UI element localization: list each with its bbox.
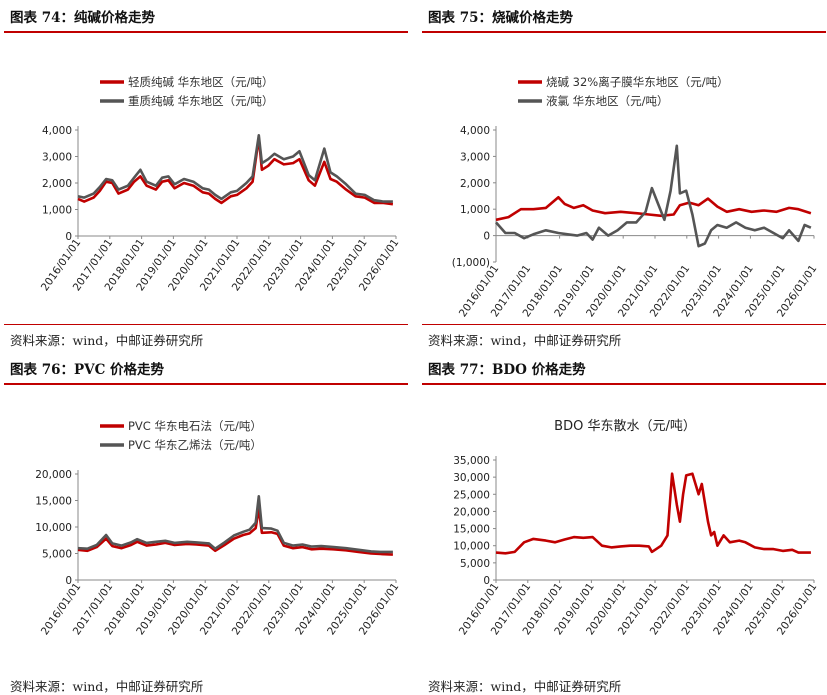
pvc-price-chart: 05,00010,00015,00020,0002016/01/012017/0… <box>35 419 401 637</box>
legend-label: 重质纯碱 华东地区（元/吨） <box>128 94 274 108</box>
y-tick-label: 4,000 <box>460 125 490 137</box>
caustic-soda-price-chart: (1,000)01,0002,0003,0004,0002016/01/0120… <box>452 75 820 319</box>
y-tick-label: 20,000 <box>35 469 72 481</box>
source-divider <box>4 324 408 325</box>
y-tick-label: 35,000 <box>453 455 490 467</box>
y-tick-label: 10,000 <box>453 541 490 553</box>
legend-label: PVC 华东电石法（元/吨） <box>128 419 262 433</box>
chart-panel-bdo: 图表 77：BDO 价格走势 0 5,000 10,000 15,000 20,000 2… <box>418 352 827 695</box>
y-tick-label: 0 <box>483 231 490 243</box>
series-line-2 <box>495 144 812 248</box>
panel-title: 图表 75：烧碱价格走势 <box>428 10 573 26</box>
y-tick-label: 25,000 <box>453 489 490 501</box>
chart-title: BDO 华东散水（元/吨） <box>554 419 696 434</box>
chart-panel-pvc: 图表 76：PVC 价格走势 0 5,000 10,000 15,000 20,000 2… <box>0 352 412 695</box>
y-tick-label: 3,000 <box>460 151 490 163</box>
source-note: 资料来源：wind，中邮证券研究所 <box>10 333 204 348</box>
series-line-1 <box>77 507 393 556</box>
series-line-2 <box>77 495 393 554</box>
panel-header: 图表 77：BDO 价格走势 <box>418 352 827 385</box>
y-tick-label: (1,000) <box>452 257 490 269</box>
y-tick-label: 15,000 <box>453 524 490 536</box>
y-tick-label: 10,000 <box>35 522 72 534</box>
title-divider <box>422 31 826 33</box>
panel-title: 图表 76：PVC 价格走势 <box>10 362 165 378</box>
series-line-1 <box>495 196 812 222</box>
source-note: 资料来源：wind，中邮证券研究所 <box>428 333 622 348</box>
legend-label: PVC 华东乙烯法（元/吨） <box>128 438 262 452</box>
y-tick-label: 4,000 <box>42 125 72 137</box>
title-divider <box>4 383 408 385</box>
source-note: 资料来源：wind，中邮证券研究所 <box>428 679 622 694</box>
y-tick-label: 0 <box>65 575 72 587</box>
title-divider <box>422 383 826 385</box>
panel-header: 图表 74：纯碱价格走势 <box>0 0 412 33</box>
chart-panel-soda-ash: 图表 74：纯碱价格走势 0 1,000 2,000 3,000 4,000 2016/0… <box>0 0 412 352</box>
y-tick-label: 1,000 <box>42 205 72 217</box>
soda-ash-price-chart: 01,0002,0003,0004,0002016/01/012017/01/0… <box>39 75 402 293</box>
y-tick-label: 2,000 <box>42 178 72 190</box>
y-tick-label: 1,000 <box>460 204 490 216</box>
y-tick-label: 20,000 <box>453 506 490 518</box>
series-line-1 <box>495 472 811 555</box>
series-line-2 <box>77 134 393 203</box>
y-tick-label: 5,000 <box>42 549 72 561</box>
legend-label: 液氯 华东地区（元/吨） <box>546 94 669 108</box>
bdo-price-chart: 0 5,000 10,000 15,000 20,000 25,000 30,000 35,0… <box>453 419 819 637</box>
panel-header: 图表 76：PVC 价格走势 <box>0 352 412 385</box>
source-note: 资料来源：wind，中邮证券研究所 <box>10 679 204 694</box>
y-tick-label: 0 <box>65 231 72 243</box>
y-tick-label: 2,000 <box>460 178 490 190</box>
title-divider <box>4 31 408 33</box>
y-tick-label: 0 <box>483 575 490 587</box>
y-tick-label: 5,000 <box>460 558 490 570</box>
series-line-1 <box>77 136 394 206</box>
panel-title: 图表 77：BDO 价格走势 <box>428 362 586 378</box>
y-tick-label: 3,000 <box>42 152 72 164</box>
source-divider <box>422 324 826 325</box>
panel-header: 图表 75：烧碱价格走势 <box>418 0 827 33</box>
legend-label: 烧碱 32%离子膜华东地区（元/吨） <box>546 75 729 89</box>
legend-label: 轻质纯碱 华东地区（元/吨） <box>128 75 274 89</box>
y-tick-label: 30,000 <box>453 472 490 484</box>
panel-title: 图表 74：纯碱价格走势 <box>10 10 155 26</box>
chart-panel-caustic-soda: 图表 75：烧碱价格走势 (1,000) 0 1,000 2,000 3,000 4,00… <box>418 0 827 352</box>
y-tick-label: 15,000 <box>35 496 72 508</box>
